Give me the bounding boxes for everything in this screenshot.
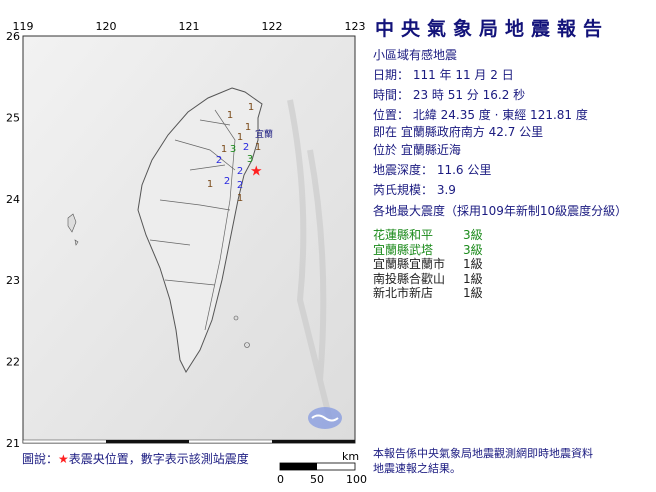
city-label-yilan: 宜蘭 — [255, 128, 273, 140]
lon-tick-label: 119 — [13, 20, 34, 33]
green-island — [233, 315, 239, 321]
intensity-marker: 1 — [227, 110, 233, 121]
station-row: 南投縣合歡山 1級 — [373, 270, 483, 287]
station-name: 新北市新店 — [373, 286, 434, 300]
station-name: 花蓮縣和平 — [373, 228, 434, 242]
lat-tick-label: 23 — [6, 274, 20, 287]
lon-tick-label: 121 — [179, 20, 200, 33]
page-title: 中央氣象局地震報告 — [375, 18, 610, 40]
epicenter-star-icon: ★ — [250, 163, 263, 179]
report-note: 本報告係中央氣象局地震觀測網即時地震資料 — [373, 447, 593, 460]
station-level: 1級 — [463, 257, 483, 271]
report-relative: 即在 宜蘭縣政府南方 42.7 公里 — [373, 125, 544, 139]
report-time: 時間： 23 時 51 分 16.2 秒 — [373, 88, 526, 102]
report-magnitude: 芮氏規模： 3.9 — [373, 183, 456, 197]
intensity-marker: 1 — [237, 193, 243, 204]
lat-tick-label: 25 — [6, 111, 20, 124]
report-depth: 地震深度： 11.6 公里 — [373, 163, 492, 177]
intensity-marker: 1 — [237, 132, 243, 143]
intensity-header: 各地最大震度（採用109年新制10級震度分級） — [373, 204, 628, 218]
station-level: 1級 — [463, 286, 483, 300]
intensity-marker: 2 — [216, 155, 222, 166]
star-icon: ★ — [58, 452, 69, 466]
intensity-marker: 1 — [207, 179, 213, 190]
penghu-islands — [67, 213, 79, 246]
report-located: 位於 宜蘭縣近海 — [373, 143, 461, 157]
scale-tick: 100 — [346, 473, 367, 486]
report-date: 日期： 111 年 11 月 2 日 — [373, 68, 514, 82]
intensity-marker: 2 — [224, 176, 230, 187]
report-position: 位置： 北緯 24.35 度 · 東經 121.81 度 — [373, 108, 588, 122]
scale-tick: 0 — [277, 473, 284, 486]
intensity-marker: 1 — [221, 144, 227, 155]
orchid-island — [244, 342, 250, 348]
intensity-marker: 2 — [237, 166, 243, 177]
map-legend: 圖說：★表震央位置，數字表示該測站震度 — [22, 452, 249, 466]
taiwan-island — [137, 87, 263, 374]
report-category: 小區域有感地震 — [373, 48, 458, 62]
intensity-marker: 3 — [247, 154, 253, 165]
cwb-logo — [308, 407, 342, 429]
station-level: 3級 — [463, 242, 483, 257]
lon-tick-label: 123 — [345, 20, 366, 33]
station-row: 宜蘭縣宜蘭市 1級 — [373, 255, 483, 272]
station-level: 3級 — [463, 228, 483, 242]
scale-unit: km — [342, 450, 360, 463]
station-row: 宜蘭縣武塔 3級 — [373, 241, 483, 258]
intensity-marker: 3 — [230, 144, 236, 155]
lat-tick-label: 24 — [6, 193, 20, 206]
scale-tick: 50 — [310, 473, 324, 486]
intensity-marker: 1 — [255, 142, 261, 153]
lon-tick-label: 120 — [96, 20, 117, 33]
intensity-marker: 2 — [237, 180, 243, 191]
station-level: 1級 — [463, 271, 483, 286]
report-note: 地震速報之結果。 — [373, 462, 461, 475]
station-name: 南投縣合歡山 — [373, 271, 446, 286]
station-name: 宜蘭縣武塔 — [373, 242, 434, 257]
lat-tick-label: 26 — [6, 30, 20, 43]
intensity-marker: 2 — [243, 142, 249, 153]
lon-tick-label: 122 — [262, 20, 283, 33]
intensity-marker: 1 — [248, 102, 254, 113]
lat-tick-label: 22 — [6, 356, 20, 369]
lat-tick-label: 21 — [6, 437, 20, 450]
station-row: 花蓮縣和平 3級 — [373, 226, 483, 243]
intensity-marker: 1 — [245, 122, 251, 133]
station-row: 新北市新店 1級 — [373, 284, 483, 301]
station-name: 宜蘭縣宜蘭市 — [373, 257, 446, 271]
